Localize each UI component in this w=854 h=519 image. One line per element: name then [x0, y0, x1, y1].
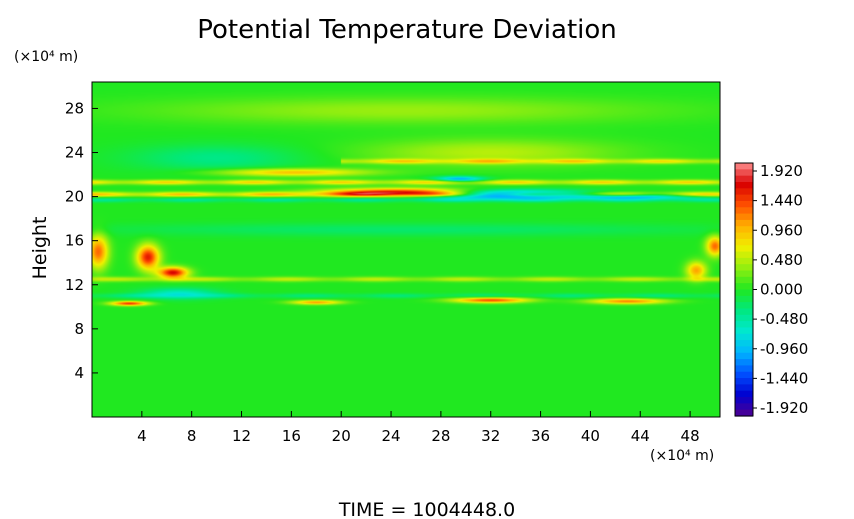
- colorbar-label: -0.960: [760, 340, 808, 358]
- colorbar: 1.920 1.440 0.960 0.480 0.000 -0.480 -0.960 -1.…: [734, 162, 808, 417]
- y-tick-label: 28: [65, 99, 84, 117]
- colorbar-label: 1.440: [760, 192, 803, 210]
- y-axis-ticks: 4 8 12 16 20 24 28: [65, 99, 98, 382]
- y-tick-label: 12: [65, 276, 84, 294]
- y-tick-label: 16: [65, 232, 84, 250]
- x-tick-label: 28: [431, 427, 450, 445]
- x-axis-unit: (×10⁴ m): [650, 448, 714, 464]
- x-axis-ticks: 4 8 12 16 20 24 28 32 36 40 44 48: [137, 411, 700, 445]
- colorbar-swatch: [735, 346, 753, 354]
- colorbar-swatch: [735, 257, 753, 265]
- colorbar-swatch: [735, 397, 753, 404]
- x-tick-label: 40: [581, 427, 600, 445]
- y-tick-label: 20: [65, 188, 84, 206]
- colorbar-swatch: [735, 314, 753, 322]
- colorbar-swatch: [735, 359, 753, 366]
- colorbar-label: -1.440: [760, 369, 808, 387]
- x-tick-label: 36: [531, 427, 550, 445]
- y-axis-unit: (×10⁴ m): [14, 49, 78, 65]
- colorbar-label: 0.000: [760, 281, 803, 299]
- x-tick-label: 8: [187, 427, 197, 445]
- x-tick-label: 12: [232, 427, 251, 445]
- time-label: TIME = 1004448.0: [338, 499, 515, 519]
- x-tick-label: 44: [631, 427, 650, 445]
- colorbar-swatch: [735, 238, 753, 246]
- colorbar-swatch: [735, 327, 753, 335]
- colorbar-swatch: [735, 232, 753, 240]
- colorbar-swatch: [735, 365, 753, 373]
- x-tick-label: 4: [137, 427, 147, 445]
- y-axis-label: Height: [29, 217, 51, 280]
- colorbar-swatch: [735, 276, 753, 284]
- colorbar-swatch: [735, 390, 753, 398]
- colorbar-swatch: [735, 302, 753, 310]
- colorbar-swatch: [735, 245, 753, 253]
- y-tick-label: 8: [74, 320, 84, 338]
- colorbar-swatch: [735, 188, 753, 196]
- colorbar-label: -1.920: [760, 399, 808, 417]
- x-tick-label: 24: [382, 427, 401, 445]
- colorbar-swatch: [735, 213, 753, 221]
- colorbar-swatch: [735, 384, 753, 392]
- colorbar-swatch: [735, 251, 753, 259]
- colorbar-swatch: [735, 175, 753, 183]
- colorbar-swatch: [735, 378, 753, 385]
- y-tick-label: 24: [65, 144, 84, 162]
- colorbar-label: -0.480: [760, 310, 808, 328]
- colorbar-label: 0.960: [760, 221, 803, 239]
- colorbar-label: 1.920: [760, 162, 803, 180]
- colorbar-swatch: [735, 200, 753, 208]
- colorbar-swatch: [735, 169, 753, 177]
- colorbar-swatch: [735, 219, 753, 227]
- colorbar-swatch: [735, 163, 753, 170]
- colorbar-swatch: [735, 264, 753, 272]
- colorbar-swatch: [735, 270, 753, 278]
- colorbar-swatch: [735, 295, 753, 303]
- colorbar-swatch: [735, 308, 753, 316]
- colorbar-swatch: [735, 352, 753, 360]
- colorbar-swatch: [735, 321, 753, 329]
- chart-title: Potential Temperature Deviation: [197, 15, 617, 45]
- heatmap-field: [92, 82, 720, 417]
- colorbar-swatch: [735, 207, 753, 215]
- plot-area: [91, 81, 721, 418]
- plot-frame: [91, 81, 721, 418]
- x-tick-label: 32: [481, 427, 500, 445]
- colorbar-swatch: [735, 403, 753, 411]
- colorbar-swatch: [735, 409, 753, 417]
- colorbar-swatch: [735, 371, 753, 379]
- colorbar-swatch: [735, 226, 753, 234]
- colorbar-swatch: [735, 340, 753, 348]
- y-tick-label: 4: [74, 364, 84, 382]
- colorbar-swatch: [735, 181, 753, 189]
- x-tick-label: 20: [332, 427, 351, 445]
- colorbar-swatch: [735, 283, 753, 291]
- colorbar-swatch: [735, 194, 753, 202]
- colorbar-swatch: [735, 333, 753, 341]
- x-tick-label: 16: [282, 427, 301, 445]
- colorbar-label: 0.480: [760, 251, 803, 269]
- x-tick-label: 48: [681, 427, 700, 445]
- colorbar-swatch: [735, 289, 753, 297]
